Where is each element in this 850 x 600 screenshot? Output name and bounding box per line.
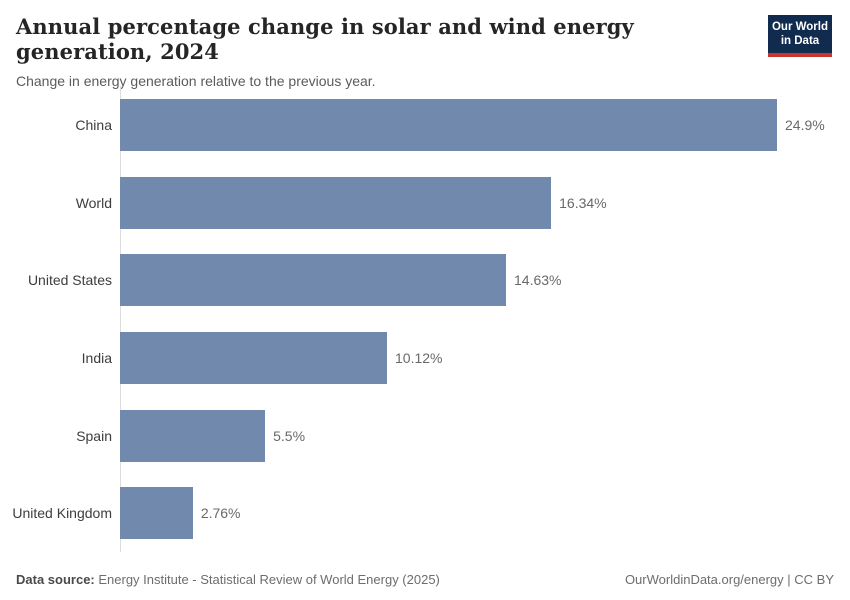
owid-logo[interactable]: Our World in Data — [768, 15, 832, 57]
bar-row: United Kingdom 2.76% — [10, 474, 834, 552]
value-label: 5.5% — [273, 427, 306, 444]
value-label: 14.63% — [514, 272, 562, 289]
category-label: Spain — [76, 427, 112, 444]
chart-header: Annual percentage change in solar and wi… — [16, 14, 754, 89]
bar-row: China 24.9% — [10, 86, 834, 164]
chart-footer: Data source: Energy Institute - Statisti… — [16, 572, 834, 587]
chart-title: Annual percentage change in solar and wi… — [16, 14, 634, 65]
bar-row: Spain 5.5% — [10, 397, 834, 475]
category-label: India — [81, 349, 112, 366]
bar-chart-plot: China 24.9% World 16.34% United States 1… — [10, 86, 834, 552]
bar[interactable] — [120, 487, 193, 540]
bar-track: 10.12% — [120, 331, 834, 384]
bar[interactable] — [120, 254, 507, 307]
value-label: 10.12% — [395, 349, 443, 366]
bar-row: World 16.34% — [10, 164, 834, 242]
chart-subtitle: Change in energy generation relative to … — [16, 73, 376, 90]
category-label: World — [75, 194, 112, 211]
bar-track: 5.5% — [120, 409, 834, 462]
data-source: Data source: Energy Institute - Statisti… — [16, 572, 440, 587]
category-label: United States — [27, 272, 112, 289]
owid-logo-line2: in Data — [780, 35, 820, 48]
credit-link[interactable]: OurWorldinData.org/energy | CC BY — [624, 572, 834, 587]
category-label: China — [75, 116, 112, 133]
bar[interactable] — [120, 409, 266, 462]
bar-track: 14.63% — [120, 254, 834, 307]
bar-row: United States 14.63% — [10, 241, 834, 319]
bar-track: 24.9% — [120, 98, 834, 151]
data-source-label: Data source: — [16, 572, 95, 587]
value-label: 2.76% — [200, 505, 241, 522]
owid-logo-line1: Our World — [771, 21, 828, 33]
bar-track: 16.34% — [120, 176, 834, 229]
data-source-text: Energy Institute - Statistical Review of… — [94, 572, 440, 587]
bar[interactable] — [120, 331, 388, 384]
y-axis-line — [120, 86, 121, 552]
category-label: United Kingdom — [12, 505, 112, 522]
bar-track: 2.76% — [120, 487, 834, 540]
bar[interactable] — [120, 176, 552, 229]
value-label: 16.34% — [559, 194, 607, 211]
value-label: 24.9% — [785, 116, 825, 133]
bar-row: India 10.12% — [10, 319, 834, 397]
bar[interactable] — [120, 98, 777, 151]
